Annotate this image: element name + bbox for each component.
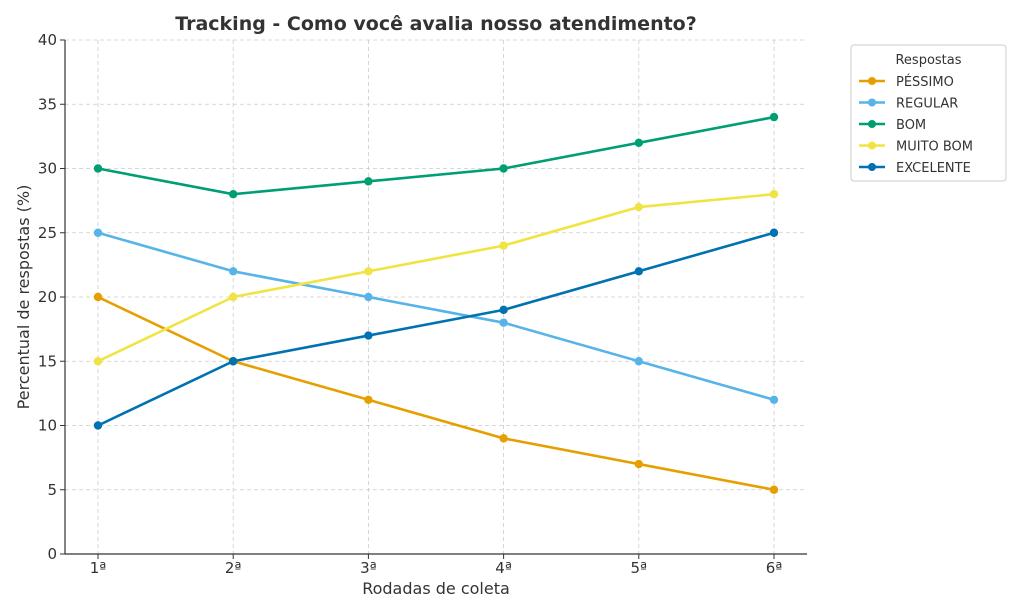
legend: Respostas PÉSSIMO REGULAR BOM MUITO BOM EXCEL… bbox=[850, 44, 1007, 182]
grid bbox=[65, 39, 807, 554]
legend-label: MUITO BOM bbox=[896, 140, 973, 155]
data-point bbox=[93, 164, 103, 173]
legend-label: PÉSSIMO bbox=[896, 74, 954, 90]
x-tick-label: 1ª bbox=[90, 559, 107, 577]
data-point bbox=[634, 357, 643, 366]
data-point bbox=[634, 202, 643, 212]
series-muito-bom bbox=[93, 190, 779, 366]
data-point bbox=[769, 228, 779, 237]
data-point bbox=[229, 292, 238, 302]
legend-box bbox=[850, 44, 1007, 182]
series-line bbox=[96, 192, 776, 363]
data-point bbox=[364, 395, 373, 404]
data-point bbox=[229, 357, 238, 366]
legend-swatch-marker bbox=[868, 98, 876, 107]
series-line bbox=[96, 295, 776, 492]
y-tick-label: 20 bbox=[38, 288, 57, 306]
data-point bbox=[364, 267, 373, 276]
series-line bbox=[96, 231, 776, 402]
legend-item: MUITO BOM bbox=[859, 140, 973, 155]
legend-title: Respostas bbox=[895, 53, 961, 68]
data-point bbox=[229, 190, 238, 199]
data-point bbox=[93, 421, 103, 430]
data-point bbox=[499, 434, 508, 443]
data-point bbox=[93, 292, 103, 302]
y-tick-label: 10 bbox=[38, 417, 57, 435]
series-excelente bbox=[93, 228, 779, 430]
legend-item: REGULAR bbox=[859, 97, 958, 112]
legend-swatch-marker bbox=[868, 120, 876, 128]
series-line bbox=[96, 115, 776, 196]
legend-swatch-marker bbox=[868, 77, 876, 85]
data-point bbox=[499, 305, 508, 315]
x-tick-label: 6ª bbox=[766, 559, 783, 577]
data-point bbox=[634, 459, 643, 469]
y-tick-label: 15 bbox=[38, 352, 57, 370]
data-point bbox=[364, 331, 373, 340]
legend-item: BOM bbox=[859, 118, 926, 133]
data-point bbox=[499, 241, 508, 250]
series-regular bbox=[93, 228, 779, 404]
x-tick-label: 5ª bbox=[630, 559, 647, 577]
y-tick-label: 5 bbox=[47, 481, 57, 499]
series-line bbox=[96, 231, 776, 427]
data-point bbox=[93, 228, 103, 237]
data-point bbox=[499, 164, 508, 173]
y-tick-label: 35 bbox=[38, 95, 57, 113]
y-axis-label: Percentual de respostas (%) bbox=[14, 185, 33, 410]
x-tick-label: 2ª bbox=[225, 559, 242, 577]
y-tick-label: 40 bbox=[38, 31, 57, 49]
legend-item: PÉSSIMO bbox=[859, 74, 954, 90]
data-point bbox=[769, 190, 779, 199]
legend-label: REGULAR bbox=[896, 97, 958, 112]
data-point bbox=[769, 395, 779, 404]
legend-label: BOM bbox=[896, 118, 926, 133]
data-point bbox=[364, 177, 373, 186]
data-point bbox=[634, 138, 643, 147]
data-point bbox=[499, 318, 508, 327]
series-bom bbox=[93, 112, 779, 199]
chart-title: Tracking - Como você avalia nosso atendi… bbox=[175, 13, 697, 35]
y-tick-label: 0 bbox=[47, 545, 57, 563]
x-axis-label: Rodadas de coleta bbox=[362, 579, 510, 598]
data-point bbox=[229, 267, 238, 276]
x-tick-label: 3ª bbox=[360, 559, 377, 577]
y-tick-label: 25 bbox=[38, 224, 57, 242]
legend-label: EXCELENTE bbox=[896, 161, 971, 176]
y-tick-label: 30 bbox=[38, 160, 57, 178]
legend-swatch-marker bbox=[868, 141, 876, 150]
tick-labels: 0 5 10 15 20 25 30 35 40 1ª 2ª 3ª 4ª 5ª 6ª bbox=[38, 31, 782, 577]
data-point bbox=[769, 112, 779, 122]
data-point bbox=[634, 267, 643, 276]
legend-item: EXCELENTE bbox=[859, 161, 971, 176]
data-point bbox=[364, 292, 373, 302]
data-point bbox=[769, 485, 779, 494]
legend-swatch-marker bbox=[868, 163, 876, 171]
series bbox=[93, 112, 779, 494]
x-tick-label: 4ª bbox=[495, 559, 512, 577]
data-point bbox=[93, 357, 103, 366]
